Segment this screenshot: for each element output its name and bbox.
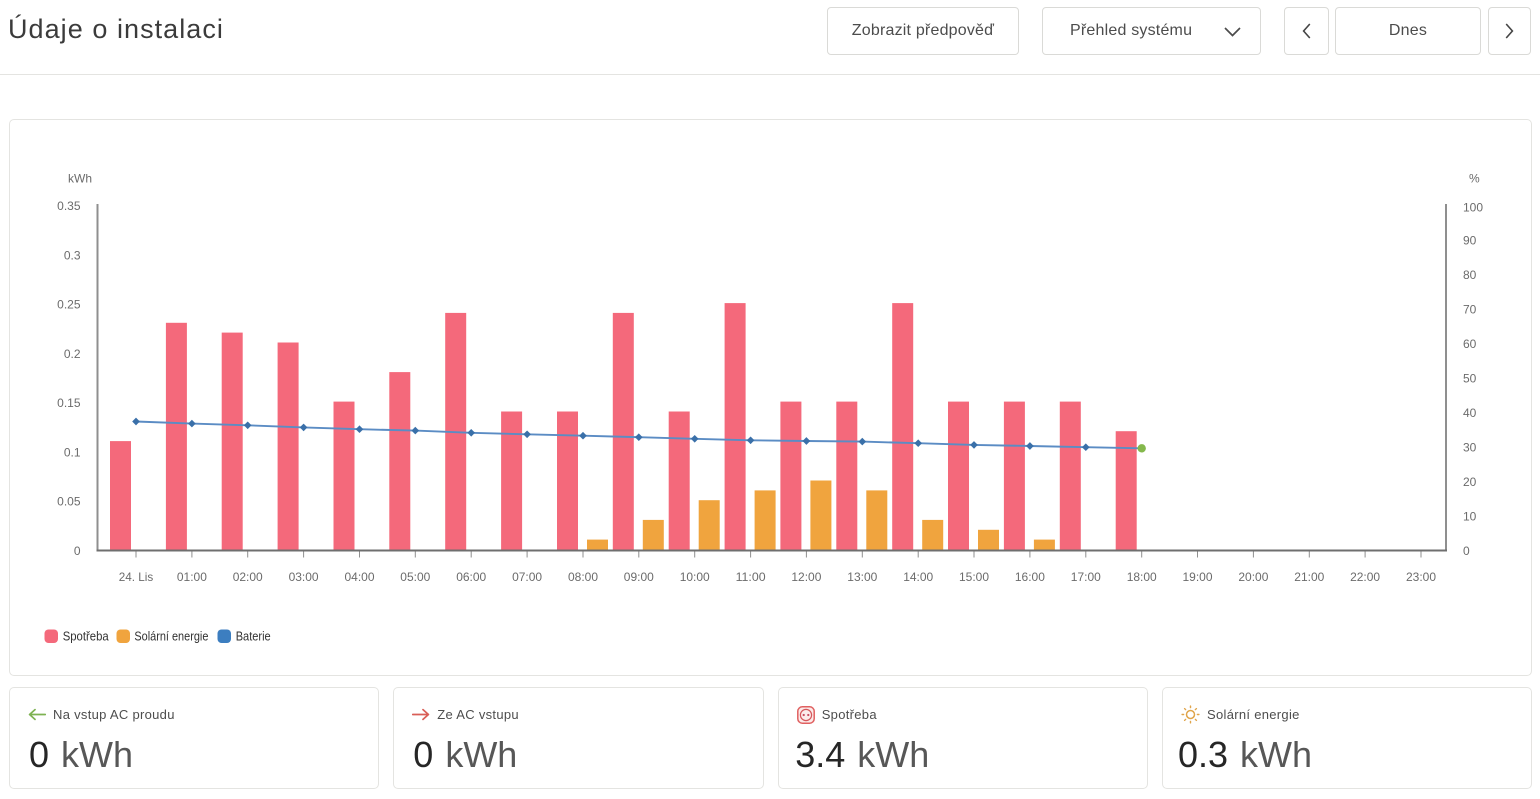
- svg-text:Spotřeba: Spotřeba: [63, 630, 109, 644]
- svg-text:13:00: 13:00: [847, 570, 877, 584]
- svg-text:02:00: 02:00: [233, 570, 263, 584]
- svg-text:01:00: 01:00: [177, 570, 207, 584]
- svg-text:15:00: 15:00: [959, 570, 989, 584]
- svg-text:18:00: 18:00: [1127, 570, 1157, 584]
- svg-text:10:00: 10:00: [680, 570, 710, 584]
- svg-text:05:00: 05:00: [400, 570, 430, 584]
- svg-text:10: 10: [1463, 510, 1477, 524]
- svg-text:70: 70: [1463, 303, 1477, 317]
- svg-text:50: 50: [1463, 372, 1477, 386]
- svg-text:40: 40: [1463, 406, 1477, 420]
- svg-text:21:00: 21:00: [1294, 570, 1324, 584]
- svg-text:24. Lis: 24. Lis: [119, 570, 154, 584]
- svg-text:0.2: 0.2: [64, 347, 81, 361]
- svg-text:20:00: 20:00: [1238, 570, 1268, 584]
- svg-text:0.3: 0.3: [64, 248, 81, 262]
- svg-text:03:00: 03:00: [289, 570, 319, 584]
- svg-text:60: 60: [1463, 337, 1477, 351]
- svg-text:0.15: 0.15: [57, 396, 81, 410]
- svg-text:0.05: 0.05: [57, 495, 81, 509]
- svg-text:22:00: 22:00: [1350, 570, 1380, 584]
- svg-text:23:00: 23:00: [1406, 570, 1436, 584]
- svg-text:Baterie: Baterie: [236, 630, 271, 644]
- svg-text:0: 0: [74, 544, 81, 558]
- svg-text:Solární energie: Solární energie: [134, 630, 208, 644]
- svg-text:17:00: 17:00: [1071, 570, 1101, 584]
- svg-text:08:00: 08:00: [568, 570, 598, 584]
- svg-text:%: %: [1469, 172, 1480, 186]
- svg-text:kWh: kWh: [68, 172, 92, 186]
- svg-text:100: 100: [1463, 201, 1483, 215]
- svg-text:04:00: 04:00: [345, 570, 375, 584]
- svg-text:06:00: 06:00: [456, 570, 486, 584]
- svg-text:14:00: 14:00: [903, 570, 933, 584]
- svg-text:0.35: 0.35: [57, 199, 81, 213]
- svg-text:0.25: 0.25: [57, 298, 81, 312]
- svg-text:30: 30: [1463, 441, 1477, 455]
- svg-text:90: 90: [1463, 234, 1477, 248]
- svg-text:11:00: 11:00: [736, 570, 766, 584]
- svg-text:0.1: 0.1: [64, 445, 81, 459]
- svg-text:16:00: 16:00: [1015, 570, 1045, 584]
- svg-text:0: 0: [1463, 544, 1470, 558]
- svg-text:20: 20: [1463, 475, 1477, 489]
- svg-text:80: 80: [1463, 268, 1477, 282]
- svg-text:09:00: 09:00: [624, 570, 654, 584]
- svg-text:19:00: 19:00: [1183, 570, 1213, 584]
- svg-text:07:00: 07:00: [512, 570, 542, 584]
- svg-text:12:00: 12:00: [791, 570, 821, 584]
